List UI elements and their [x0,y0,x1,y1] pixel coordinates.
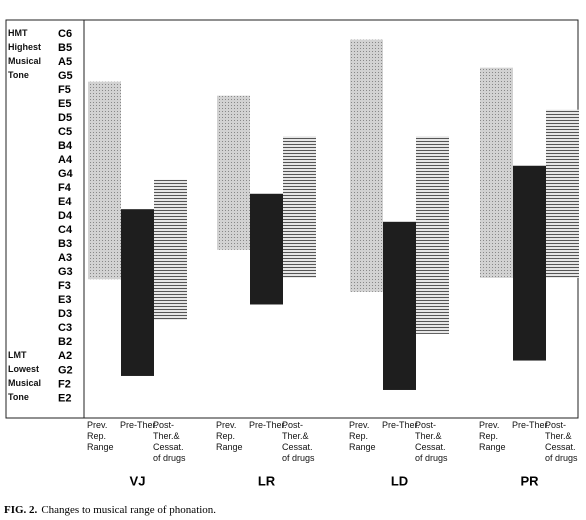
range-bar [121,209,154,376]
series-label-box: Prev. Rep. Range [349,420,376,452]
annotation-box: HMT Highest Musical Tone [8,28,42,80]
group-label: PR [520,473,539,488]
y-tick-label: D4 [58,210,73,222]
y-tick-label: C3 [58,322,72,334]
y-tick-label: G5 [58,70,73,82]
y-tick-label: A2 [58,350,72,362]
y-tick-label: C5 [58,126,72,138]
y-tick-label: E3 [58,294,71,306]
range-bar [350,39,383,292]
series-label: Pre-Ther. [120,420,158,430]
y-tick-label: B2 [58,336,72,348]
annotation: LMT Lowest Musical Tone [8,350,42,403]
y-tick-label: C4 [58,224,73,236]
series-label: Post-Ther.& Cessat. of drugs [415,420,448,463]
series-label: Prev. Rep. Range [349,420,376,452]
y-tick-label: F3 [58,280,71,292]
series-label: Prev. Rep. Range [87,420,114,452]
series-label: Prev. Rep. Range [479,420,506,452]
series-label-box: Post-Ther.& Cessat. of drugs [153,420,186,463]
series-label: Post-Ther.& Cessat. of drugs [545,420,578,463]
range-bar [416,136,449,334]
range-bar [383,221,416,390]
y-tick-label: G4 [58,168,74,180]
series-label: Pre-Ther. [382,420,420,430]
y-tick-label: G3 [58,266,73,278]
range-bar [88,81,121,280]
y-tick-label: F2 [58,378,71,390]
range-bar [546,109,579,278]
series-label: Prev. Rep. Range [216,420,243,452]
y-tick-label: D5 [58,112,72,124]
series-label-box: Pre-Ther. [382,420,420,430]
series-label-box: Post-Ther.& Cessat. of drugs [282,420,315,463]
range-bar [154,179,187,320]
y-tick-label: A3 [58,252,72,264]
range-bar [250,193,283,305]
series-label-box: Post-Ther.& Cessat. of drugs [545,420,578,463]
y-tick-label: F5 [58,84,71,96]
caption: FIG. 2. Changes to musical range of phona… [4,504,216,516]
group-label: LD [391,473,408,488]
range-bar [480,67,513,278]
y-tick-label: F4 [58,182,72,194]
y-tick-label: B5 [58,42,72,54]
y-tick-label: E5 [58,98,71,110]
y-tick-label: D3 [58,308,72,320]
series-label: Pre-Ther. [249,420,287,430]
series-label-box: Pre-Ther. [512,420,550,430]
series-label-box: Post-Ther.& Cessat. of drugs [415,420,448,463]
y-tick-label: B3 [58,238,72,250]
annotation: HMT Highest Musical Tone [8,28,42,80]
caption-text: Changes to musical range of phonation. [41,504,216,516]
annotation-box: LMT Lowest Musical Tone [8,350,42,403]
series-label-box: Prev. Rep. Range [479,420,506,452]
series-label-box: Pre-Ther. [249,420,287,430]
group-label: VJ [130,473,146,488]
range-bar [283,136,316,278]
y-tick-label: B4 [58,140,73,152]
y-tick-label: A5 [58,56,72,68]
caption-label: FIG. 2. [4,504,38,516]
y-tick-label: E4 [58,196,72,208]
y-tick-label: G2 [58,364,73,376]
series-label-box: Prev. Rep. Range [216,420,243,452]
series-label-box: Prev. Rep. Range [87,420,114,452]
series-label-box: Pre-Ther. [120,420,158,430]
series-label: Post-Ther.& Cessat. of drugs [282,420,315,463]
y-tick-label: A4 [58,154,73,166]
range-bar [513,165,546,361]
range-bar [217,95,250,250]
y-tick-label: E2 [58,392,71,404]
y-tick-label: C6 [58,28,72,40]
group-label: LR [258,473,276,488]
series-label: Post-Ther.& Cessat. of drugs [153,420,186,463]
series-label: Pre-Ther. [512,420,550,430]
